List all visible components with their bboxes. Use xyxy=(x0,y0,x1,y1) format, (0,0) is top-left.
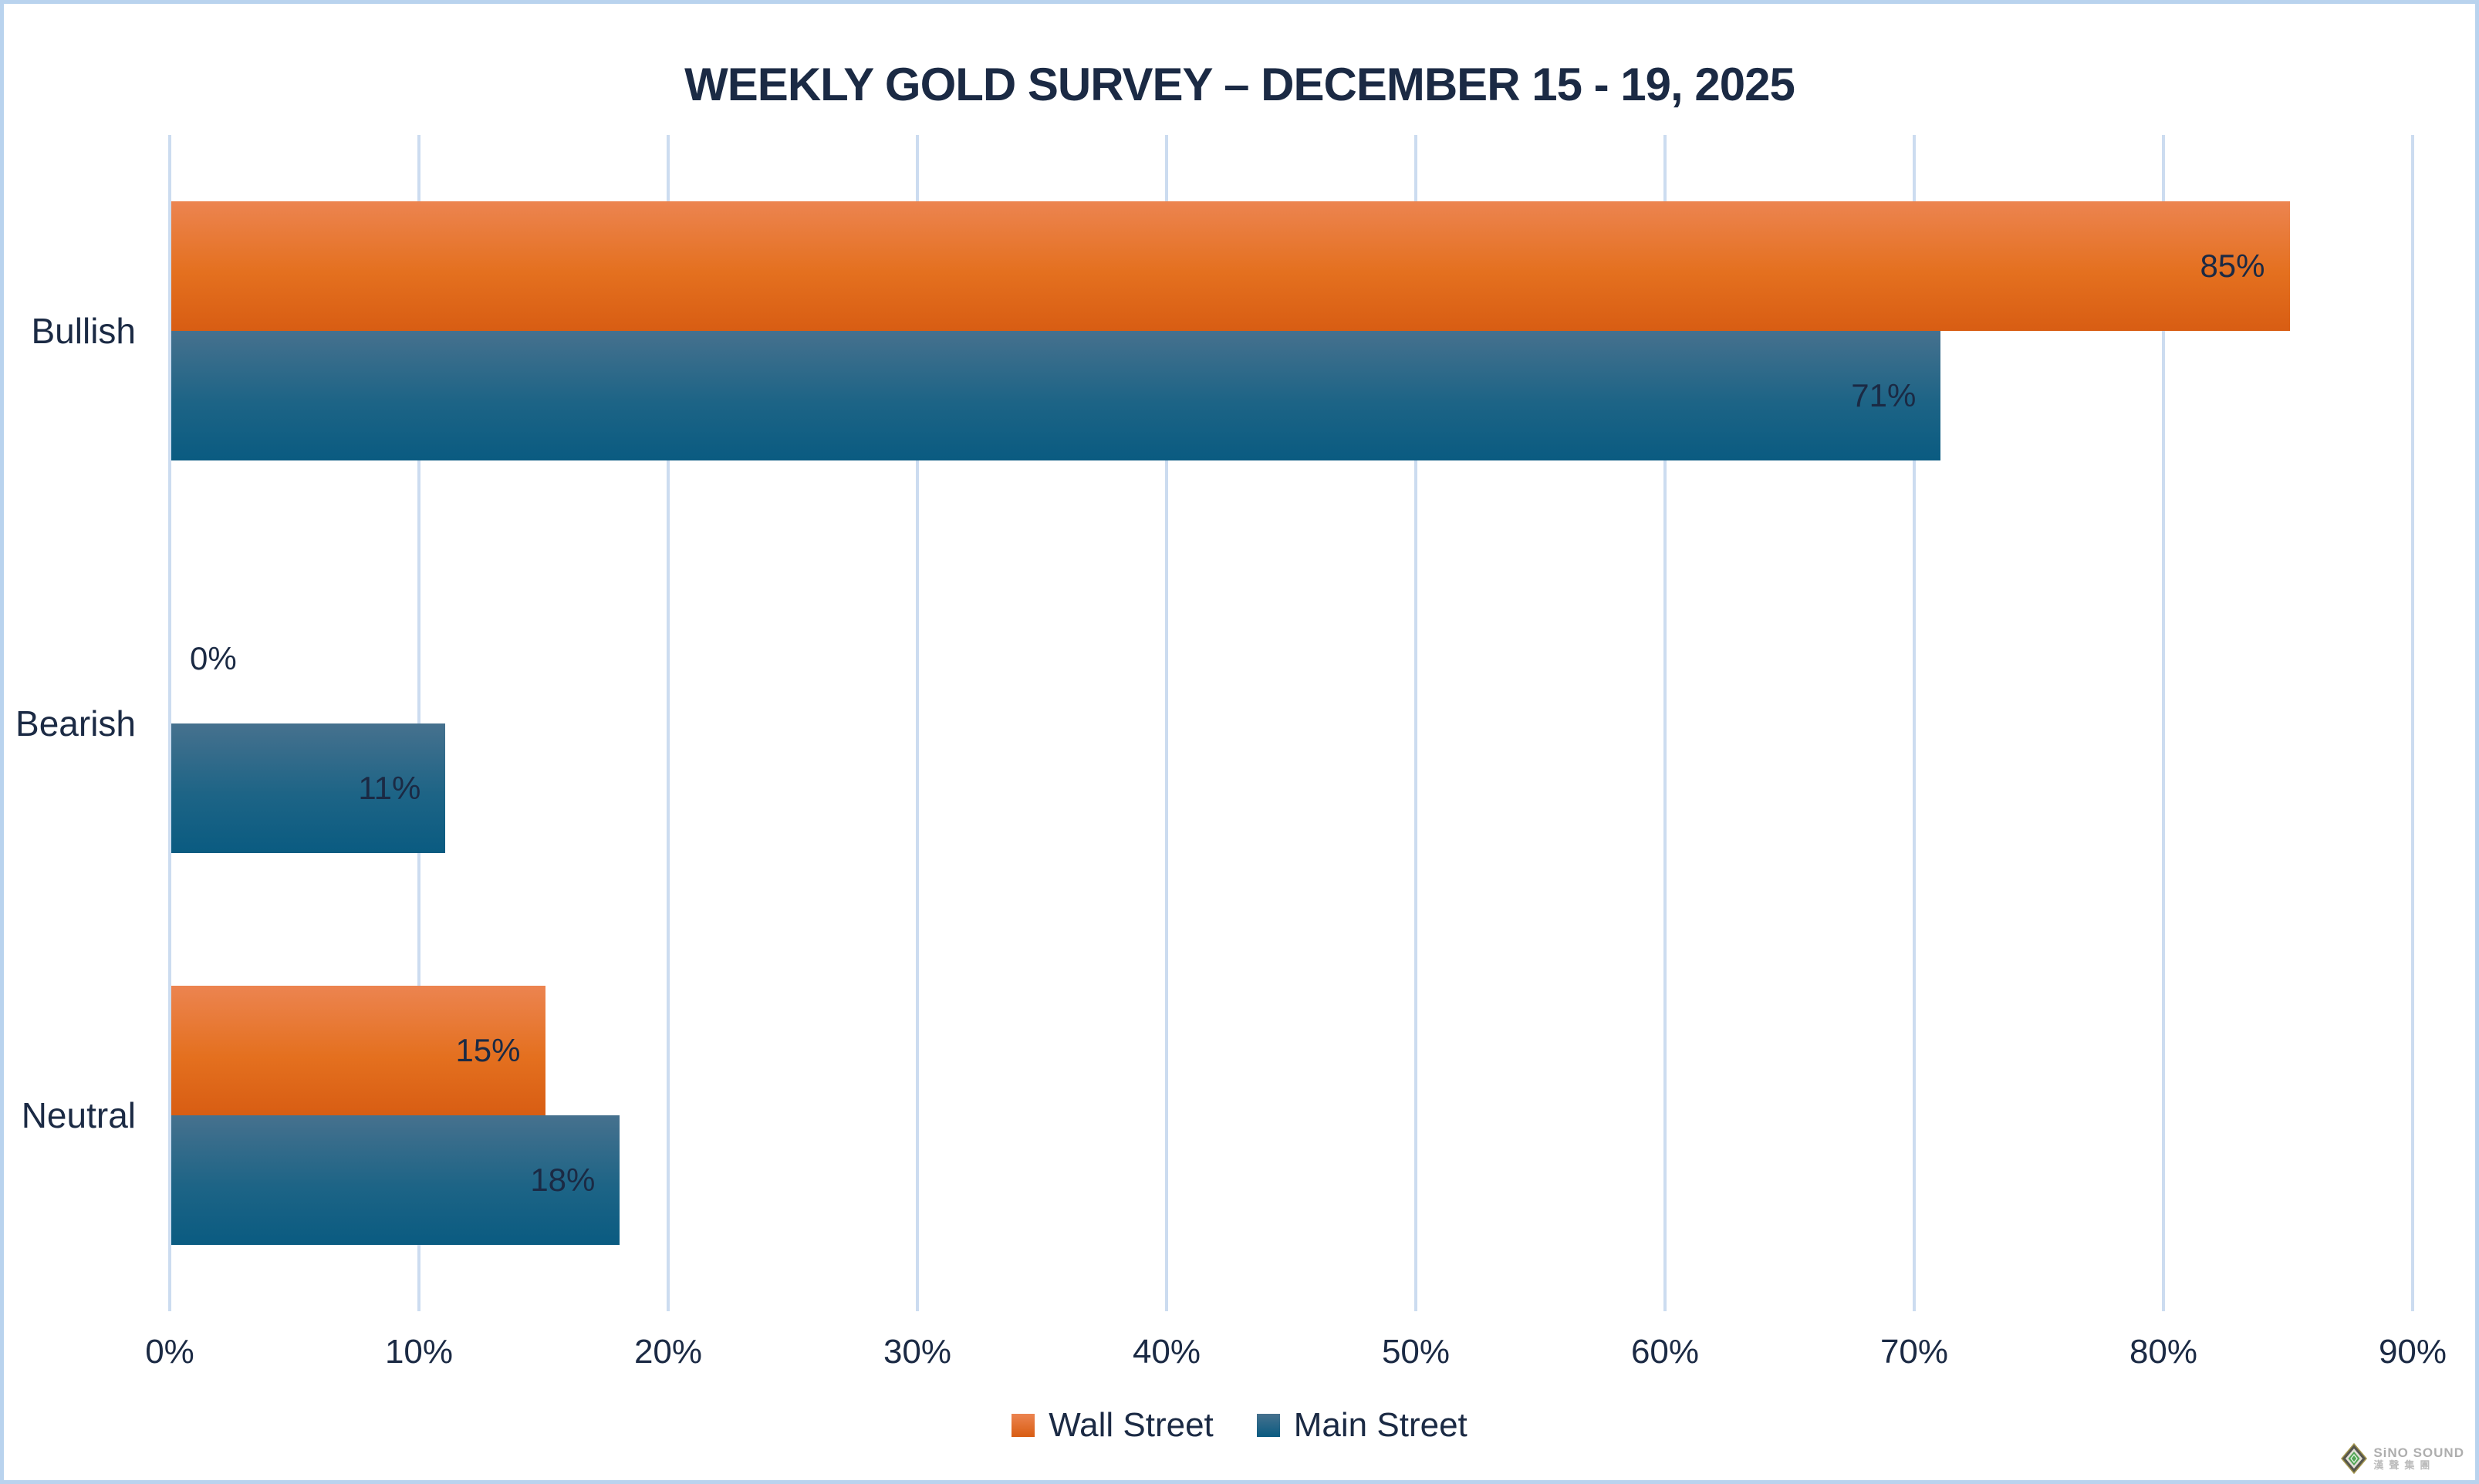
x-tick-label-40-: 40% xyxy=(1132,1333,1201,1371)
data-label-main-street-neutral: 18% xyxy=(530,1161,596,1198)
x-gridline-80- xyxy=(2162,135,2165,1311)
x-tick-label-20-: 20% xyxy=(633,1333,703,1371)
category-label-neutral: Neutral xyxy=(21,1094,136,1135)
x-tick-label-30-: 30% xyxy=(883,1333,952,1371)
x-gridline-60- xyxy=(1663,135,1667,1311)
x-gridline-50- xyxy=(1414,135,1417,1311)
x-tick-label-50-: 50% xyxy=(1381,1333,1451,1371)
x-tick-label-60-: 60% xyxy=(1630,1333,1700,1371)
legend-item-wall-street: Wall Street xyxy=(1012,1406,1214,1445)
bar-main-street-bullish xyxy=(171,331,1941,461)
bar-main-street-neutral xyxy=(171,1115,620,1245)
legend-item-main-street: Main Street xyxy=(1256,1406,1467,1445)
x-tick-label-70-: 70% xyxy=(1880,1333,1949,1371)
x-tick-label-80-: 80% xyxy=(2129,1333,2198,1371)
watermark-line1: SiNO SOUND xyxy=(2373,1445,2464,1461)
legend-swatch-wall-street xyxy=(1012,1414,1035,1437)
legend-swatch-main-street xyxy=(1256,1414,1280,1437)
data-label-main-street-bullish: 71% xyxy=(1851,377,1917,414)
x-gridline-90- xyxy=(2411,135,2414,1311)
category-label-bearish: Bearish xyxy=(15,703,136,744)
category-label-bullish: Bullish xyxy=(31,311,136,352)
legend-label-main-street: Main Street xyxy=(1293,1406,1467,1444)
data-label-wall-street-bullish: 85% xyxy=(2200,248,2265,285)
legend-label-wall-street: Wall Street xyxy=(1049,1406,1214,1444)
watermark-line2: 漢聲集團 xyxy=(2373,1459,2436,1472)
x-gridline-30- xyxy=(916,135,919,1311)
data-label-wall-street-neutral: 15% xyxy=(455,1031,521,1068)
x-gridline-70- xyxy=(1913,135,1916,1311)
data-label-main-street-bearish: 11% xyxy=(358,769,421,806)
x-tick-label-0-: 0% xyxy=(145,1333,194,1371)
sino-sound-logo-icon xyxy=(2341,1443,2368,1474)
data-label-wall-street-bearish: 0% xyxy=(190,639,237,676)
legend: Wall Street Main Street xyxy=(4,1406,2475,1445)
x-tick-label-10-: 10% xyxy=(384,1333,454,1371)
x-gridline-40- xyxy=(1165,135,1168,1311)
bar-wall-street-neutral xyxy=(171,985,545,1115)
bar-main-street-bearish xyxy=(171,723,446,853)
chart-title: WEEKLY GOLD SURVEY – DECEMBER 15 - 19, 2… xyxy=(684,59,1795,110)
x-tick-label-90-: 90% xyxy=(2378,1333,2447,1371)
x-gridline-20- xyxy=(667,135,670,1311)
bar-wall-street-bullish xyxy=(171,201,2290,332)
x-gridline-0- xyxy=(168,135,171,1311)
watermark-text: SiNO SOUND 漢聲集團 xyxy=(2373,1446,2464,1470)
watermark: SiNO SOUND 漢聲集團 xyxy=(2341,1443,2464,1474)
